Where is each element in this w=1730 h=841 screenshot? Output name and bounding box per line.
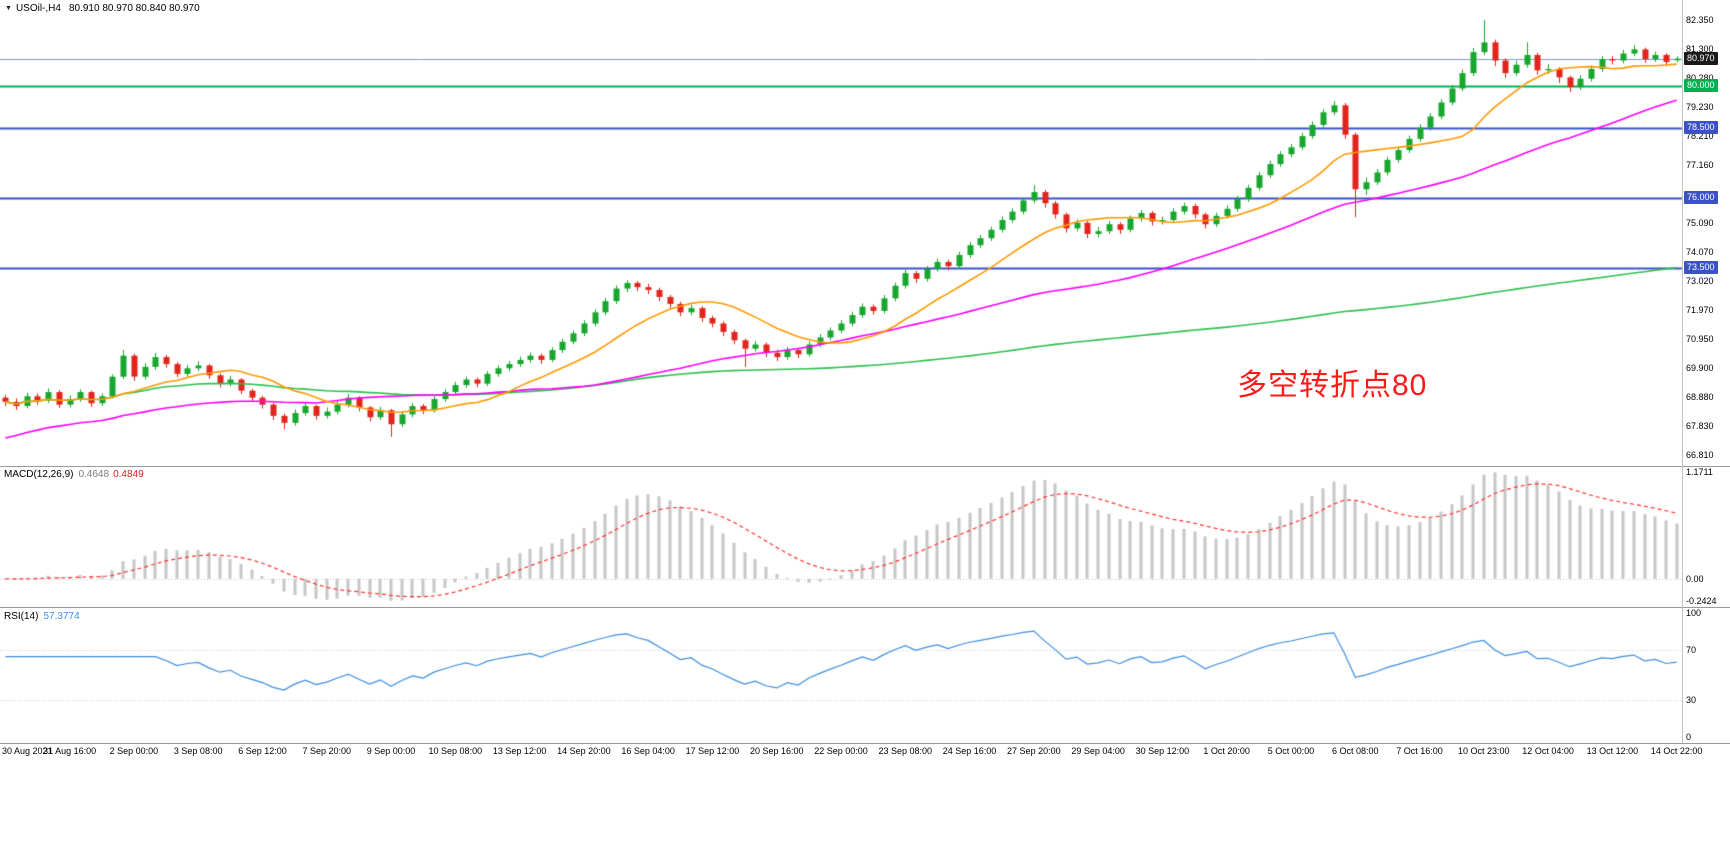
date-label: 10 Oct 23:00: [1458, 746, 1510, 756]
price-axis-label: 73.020: [1686, 275, 1714, 286]
rsi-axis-label: 30: [1686, 694, 1697, 705]
price-axis-label: 71.970: [1686, 305, 1714, 316]
date-label: 16 Sep 04:00: [621, 746, 675, 756]
price-axis-label: 81.300: [1686, 44, 1714, 55]
panel-separator[interactable]: [0, 607, 1730, 608]
price-line-badge: 80.000: [1684, 78, 1718, 92]
chart-dropdown-icon[interactable]: ▼: [5, 5, 12, 12]
price-axis-label: 70.950: [1686, 333, 1714, 344]
macd-axis-label: 1.1711: [1686, 467, 1713, 478]
date-label: 24 Sep 16:00: [942, 746, 997, 756]
date-label: 2 Sep 00:00: [109, 746, 159, 756]
panel-separator: [0, 743, 1730, 744]
price-axis-label: 78.210: [1686, 130, 1714, 141]
date-label: 6 Oct 08:00: [1331, 746, 1379, 756]
date-label: 23 Sep 08:00: [878, 746, 933, 756]
rsi-name: RSI(14): [4, 611, 39, 622]
date-label: 7 Oct 16:00: [1396, 746, 1443, 756]
date-label: 13 Oct 12:00: [1586, 746, 1639, 756]
macd-signal-value: 0.4849: [113, 469, 144, 480]
date-label: 5 Oct 00:00: [1267, 746, 1315, 756]
date-label: 7 Sep 20:00: [302, 746, 352, 756]
date-label: 6 Sep 12:00: [238, 746, 287, 756]
price-axis-label: 74.070: [1686, 246, 1714, 257]
ohlc-values: 80.910 80.970 80.840 80.970: [68, 3, 200, 14]
date-label: 10 Sep 08:00: [428, 746, 483, 756]
price-line-badge: 80.970: [1684, 51, 1718, 65]
date-label: 9 Sep 00:00: [366, 746, 416, 756]
price-axis-label: 75.090: [1686, 218, 1714, 229]
macd-main-value: 0.4648: [78, 469, 110, 480]
date-label: 14 Oct 22:00: [1650, 746, 1703, 756]
macd-axis-label: -0.2424: [1686, 595, 1717, 606]
rsi-value: 57.3774: [43, 611, 80, 622]
price-axis-label: 80.280: [1686, 72, 1714, 83]
rsi-axis-label: 70: [1686, 645, 1697, 656]
rsi-axis-label: 0: [1686, 732, 1692, 743]
annotation-text: 多空转折点80: [1237, 369, 1428, 402]
price-line-badge: 78.500: [1684, 120, 1718, 134]
price-axis-label: 67.830: [1686, 421, 1714, 432]
date-label: 30 Sep 12:00: [1135, 746, 1190, 756]
price-axis-label: 66.810: [1686, 449, 1714, 460]
price-axis-label: 69.900: [1686, 363, 1714, 374]
price-line-badge: 76.000: [1684, 190, 1718, 204]
panel-separator[interactable]: [0, 466, 1730, 467]
date-label: 1 Oct 20:00: [1203, 746, 1250, 756]
date-label: 22 Sep 00:00: [814, 746, 868, 756]
date-label: 27 Sep 20:00: [1007, 746, 1061, 756]
date-label: 13 Sep 12:00: [492, 746, 547, 756]
price-axis-label: 79.230: [1686, 102, 1714, 113]
symbol-timeframe-label: USOil-,H4: [15, 3, 61, 14]
date-label: 30 Aug 2021: [2, 746, 53, 756]
price-line-badge: 73.500: [1684, 260, 1718, 274]
date-label: 14 Sep 20:00: [557, 746, 611, 756]
price-axis-label: 68.880: [1686, 391, 1714, 402]
date-label: 12 Oct 04:00: [1522, 746, 1574, 756]
date-label: 29 Sep 04:00: [1071, 746, 1125, 756]
macd-name: MACD(12,26,9): [4, 469, 74, 480]
macd-indicator-label: MACD(12,26,9) 0.4648 0.4849: [4, 469, 144, 480]
price-axis-label: 77.160: [1686, 160, 1714, 171]
macd-axis-label: 0.00: [1686, 573, 1704, 584]
date-label: 20 Sep 16:00: [749, 746, 804, 756]
rsi-axis-label: 100: [1686, 607, 1702, 618]
price-axis-label: 82.350: [1686, 14, 1714, 25]
rsi-indicator-label: RSI(14) 57.3774: [4, 611, 80, 622]
date-label: 31 Aug 16:00: [43, 746, 97, 756]
date-label: 17 Sep 12:00: [685, 746, 740, 756]
price-scale-border: [1682, 0, 1683, 743]
chart-title: ▼ USOil-,H4 80.910 80.970 80.840 80.970: [5, 3, 200, 14]
date-label: 3 Sep 08:00: [173, 746, 223, 756]
